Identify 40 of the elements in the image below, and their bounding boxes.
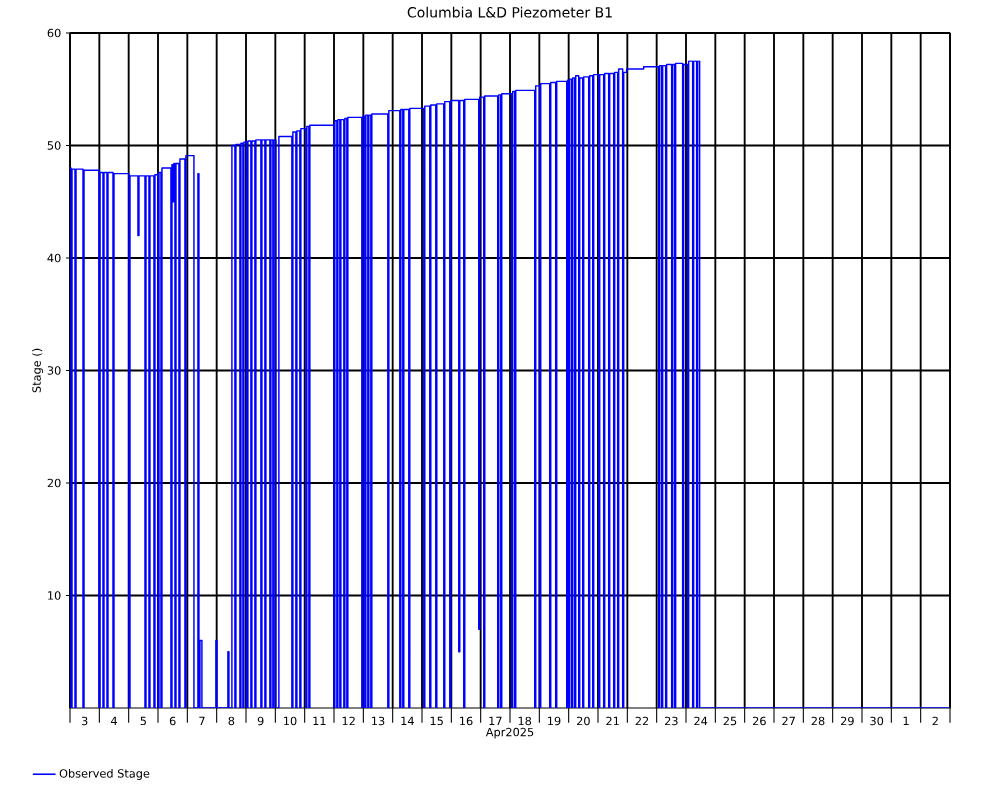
x-tick-label: 22 (635, 716, 649, 726)
x-tick-label: 4 (110, 716, 117, 726)
x-tick-label: 7 (199, 716, 205, 726)
x-tick-label: 23 (664, 716, 678, 726)
legend-label: Observed Stage (59, 768, 150, 780)
x-tick-label: 17 (489, 716, 502, 726)
x-tick-label: 11 (313, 716, 326, 726)
y-tick-label: 10 (48, 591, 61, 600)
x-tick-label: 18 (518, 716, 532, 726)
x-tick-label: 3 (81, 716, 88, 726)
y-tick-label: 50 (47, 141, 61, 150)
x-tick-label: 13 (372, 716, 385, 726)
x-tick-label: 25 (723, 716, 737, 726)
chart-title: Columbia L&D Piezometer B1 (407, 6, 612, 18)
y-tick-label: 40 (47, 253, 61, 263)
x-tick-label: 15 (430, 716, 443, 726)
x-tick-label: 28 (811, 716, 825, 726)
x-tick-label: 12 (342, 716, 355, 726)
x-tick-label: 26 (752, 716, 766, 726)
y-axis-title: Stage () (32, 348, 44, 393)
x-tick-label: 1 (903, 716, 909, 726)
x-tick-label: 21 (606, 716, 619, 726)
x-tick-label: 14 (401, 716, 414, 726)
x-tick-label: 8 (228, 716, 235, 726)
x-tick-label: 6 (169, 716, 176, 726)
x-tick-label: 29 (840, 716, 854, 726)
y-tick-label: 30 (47, 366, 61, 375)
x-tick-label: 27 (782, 716, 795, 726)
x-tick-label: 24 (694, 716, 708, 726)
x-axis-title: Apr2025 (485, 727, 534, 739)
y-tick-label: 60 (47, 28, 61, 38)
x-tick-label: 16 (460, 716, 473, 726)
x-tick-label: 9 (257, 716, 264, 726)
x-tick-label: 20 (576, 716, 590, 726)
x-tick-label: 10 (284, 716, 297, 726)
x-tick-label: 5 (140, 716, 146, 726)
x-tick-label: 30 (870, 716, 884, 726)
x-tick-label: 19 (548, 716, 561, 726)
y-tick-label: 20 (47, 478, 61, 488)
x-tick-label: 2 (932, 716, 938, 726)
